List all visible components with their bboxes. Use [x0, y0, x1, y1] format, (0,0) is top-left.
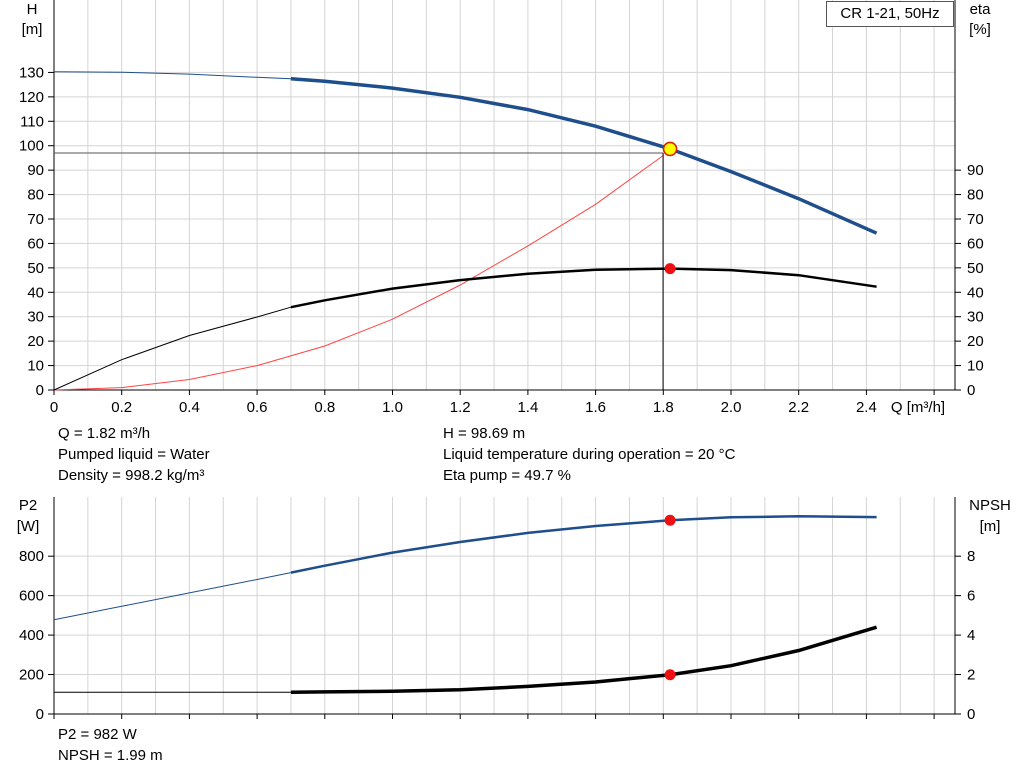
y-right-tick-label: 30	[967, 309, 984, 326]
y-left-tick-label: 400	[19, 627, 44, 644]
x-tick-label: 2.4	[856, 399, 877, 416]
info-left-top: Q = 1.82 m³/h Pumped liquid = Water Dens…	[58, 423, 210, 486]
y-right-tick-label: 80	[967, 187, 984, 204]
y-right-axis-label: eta	[970, 1, 992, 18]
info-flow: Q = 1.82 m³/h	[58, 425, 151, 442]
y-left-tick-label: 80	[27, 187, 44, 204]
h-curve	[290, 77, 878, 235]
x-tick-label: 1.8	[653, 399, 674, 416]
npsh-axis-unit: [m]	[980, 518, 1001, 535]
y-left-tick-label: 100	[19, 138, 44, 155]
y-left-tick-label: 60	[27, 235, 44, 252]
y-left-tick-label: 130	[19, 64, 44, 81]
y-right-tick-label: 90	[967, 162, 984, 179]
y-right-tick-label: 6	[967, 588, 975, 605]
p2-axis-label: P2	[19, 497, 37, 514]
y-left-tick-label: 110	[20, 113, 44, 130]
y-right-tick-label: 70	[967, 211, 984, 228]
x-tick-label: 0.4	[179, 399, 200, 416]
y-left-tick-label: 50	[27, 260, 44, 277]
npsh-curve	[290, 625, 878, 695]
info-npsh: NPSH = 1.99 m	[58, 747, 163, 764]
x-axis-label: Q [m³/h]	[891, 399, 945, 416]
y-right-tick-label: 8	[967, 548, 975, 565]
x-tick-label: 1.4	[517, 399, 538, 416]
y-left-tick-label: 30	[27, 309, 44, 326]
x-tick-label: 2.0	[721, 399, 742, 416]
info-eta: Eta pump = 49.7 %	[443, 467, 571, 484]
npsh-axis-label: NPSH	[969, 497, 1011, 514]
y-right-tick-label: 20	[967, 333, 984, 350]
x-tick-label: 0.6	[247, 399, 268, 416]
h-curve-thin	[53, 71, 291, 80]
y-right-tick-label: 0	[967, 706, 975, 723]
y-left-tick-label: 120	[19, 89, 44, 106]
info-right-top: H = 98.69 m Liquid temperature during op…	[443, 423, 735, 486]
y-left-tick-label: 90	[27, 162, 44, 179]
y-left-tick-label: 0	[36, 382, 44, 399]
head-panel: 0 10 20 30 40 50 60 70 80 90 100 110 120 130 0 10 20 30 40…	[19, 0, 991, 416]
eta-curve-thin	[53, 306, 292, 391]
eta-curve	[290, 267, 877, 309]
x-tick-label: 0.2	[111, 399, 132, 416]
y-left-axis-unit: [m]	[22, 21, 43, 38]
x-tick-label: 1.2	[450, 399, 471, 416]
legend-box: CR 1-21, 50Hz	[826, 1, 954, 27]
power-panel: 0 200 400 600 800 0 2 4 6 8 P2 [W] NPSH [m]	[17, 497, 1011, 723]
y-right-tick-label: 4	[967, 627, 975, 644]
y-right-tick-label: 60	[967, 235, 984, 252]
y-left-tick-label: 0	[36, 706, 44, 723]
x-tick-label: 1.0	[382, 399, 403, 416]
chart-title: CR 1-21, 50Hz	[840, 5, 940, 22]
x-tick-label: 0	[50, 399, 58, 416]
x-tick-label: 0.8	[314, 399, 335, 416]
y-left-tick-label: 800	[19, 548, 44, 565]
eta-point-marker	[664, 263, 676, 275]
info-temperature: Liquid temperature during operation = 20…	[443, 446, 736, 463]
info-p2: P2 = 982 W	[58, 726, 137, 743]
y-left-tick-label: 20	[27, 333, 44, 350]
info-liquid: Pumped liquid = Water	[58, 446, 210, 463]
y-right-tick-label: 40	[967, 284, 984, 301]
y-right-tick-label: 2	[967, 667, 975, 684]
y-left-tick-label: 600	[19, 588, 44, 605]
y-left-tick-label: 70	[27, 211, 44, 228]
y-right-tick-label: 10	[967, 358, 984, 375]
y-right-tick-label: 50	[967, 260, 984, 277]
info-bottom: P2 = 982 W NPSH = 1.99 m	[58, 724, 163, 766]
info-head: H = 98.69 m	[443, 425, 526, 442]
x-tick-label: 2.2	[788, 399, 809, 416]
y-right-axis-unit: [%]	[969, 21, 991, 38]
y-left-axis-label: H	[27, 1, 38, 18]
p2-curve	[290, 515, 877, 574]
p2-curve-thin	[53, 572, 292, 621]
p2-axis-unit: [W]	[17, 518, 40, 535]
x-tick-label: 1.6	[585, 399, 606, 416]
npsh-point-marker	[664, 669, 676, 681]
y-left-tick-label: 200	[19, 667, 44, 684]
y-left-tick-label: 10	[27, 358, 44, 375]
operating-line	[53, 155, 664, 391]
y-right-tick-label: 0	[967, 382, 975, 399]
y-left-tick-label: 40	[27, 284, 44, 301]
info-density: Density = 998.2 kg/m³	[58, 467, 205, 484]
duty-point-marker	[662, 141, 678, 157]
p2-point-marker	[664, 514, 676, 526]
